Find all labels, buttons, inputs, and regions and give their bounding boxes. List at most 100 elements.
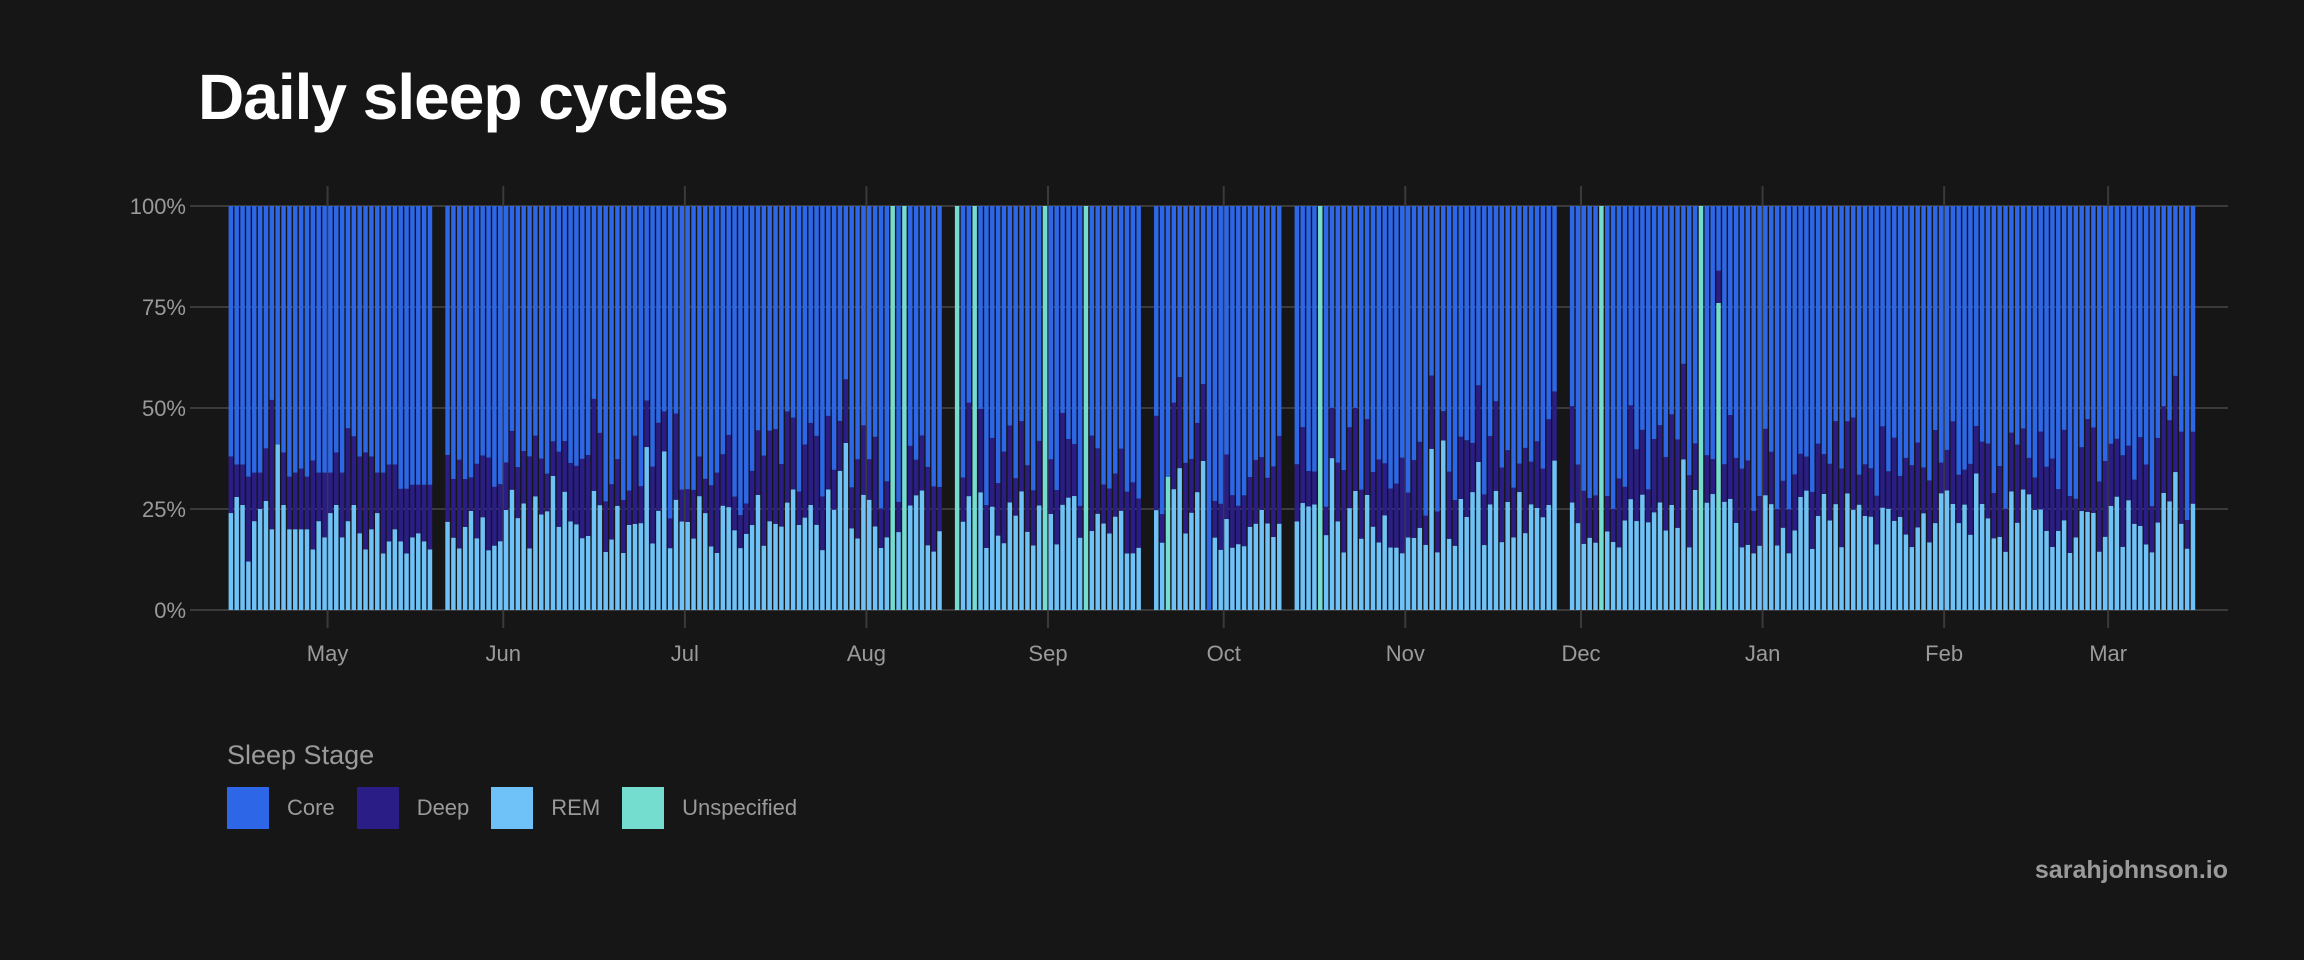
bar-segment-core	[790, 206, 796, 418]
bar-segment-rem	[1833, 504, 1838, 610]
bar-segment-deep	[1113, 473, 1118, 517]
bar-segment-rem	[937, 531, 942, 610]
bar-segment-core	[1411, 206, 1417, 461]
day-bar	[1048, 206, 1054, 610]
bar-segment-rem	[1985, 518, 1991, 610]
bar-segment-core	[1716, 206, 1721, 271]
bar-segment-deep	[1329, 407, 1335, 459]
bar-segment-rem	[515, 518, 521, 610]
day-bar	[1429, 206, 1434, 610]
bar-segment-deep	[1810, 491, 1815, 550]
day-bar	[1810, 206, 1815, 610]
bar-segment-rem	[498, 541, 503, 610]
day-bar	[2143, 206, 2149, 610]
day-bar	[1915, 206, 1920, 610]
bar-segment-rem	[1868, 516, 1874, 610]
bar-segment-rem	[2091, 512, 2096, 610]
bar-segment-rem	[533, 496, 538, 610]
bar-segment-rem	[820, 550, 825, 610]
bar-segment-core	[884, 206, 890, 482]
bar-segment-deep	[1364, 419, 1370, 495]
day-bar	[597, 206, 603, 610]
day-bar	[1025, 206, 1030, 610]
day-bar	[240, 206, 245, 610]
bar-segment-core	[1616, 206, 1622, 479]
bar-segment-core	[1347, 206, 1352, 428]
legend-item-core[interactable]: Core	[227, 787, 335, 829]
bar-segment-rem	[638, 523, 644, 610]
day-bar	[1605, 206, 1610, 610]
bar-segment-core	[603, 206, 608, 502]
bar-segment-rem	[1493, 490, 1499, 610]
bar-segment-deep	[404, 488, 409, 554]
bar-segment-deep	[1839, 468, 1844, 548]
bar-segment-deep	[2003, 508, 2008, 552]
bar-segment-core	[2143, 206, 2149, 465]
bar-segment-core	[1528, 206, 1534, 462]
x-tick-label: Aug	[847, 641, 886, 666]
bar-segment-deep	[597, 432, 603, 506]
bar-segment-core	[339, 206, 345, 473]
bar-segment-rem	[1845, 493, 1850, 610]
bar-segment-rem	[1405, 537, 1411, 610]
bar-segment-rem	[1159, 542, 1165, 610]
bar-segment-rem	[1593, 542, 1598, 610]
day-bar	[1657, 206, 1663, 610]
legend-item-deep[interactable]: Deep	[356, 787, 469, 829]
day-bar	[351, 206, 357, 610]
bar-segment-core	[1499, 206, 1505, 468]
bar-segment-core	[1868, 206, 1874, 469]
day-bar	[878, 206, 884, 610]
bar-segment-unspecified	[1318, 206, 1323, 610]
day-bar	[293, 206, 298, 610]
bar-segment-rem	[263, 500, 269, 610]
bar-segment-core	[585, 206, 591, 456]
bar-segment-rem	[234, 496, 239, 610]
bar-segment-core	[644, 206, 649, 401]
bar-segment-rem	[269, 529, 275, 610]
day-bar	[1101, 206, 1106, 610]
bar-segment-deep	[1774, 509, 1780, 546]
legend-label-unspecified: Unspecified	[682, 795, 798, 820]
bar-segment-deep	[345, 428, 351, 522]
bar-segment-deep	[861, 425, 866, 495]
bar-segment-core	[1171, 206, 1177, 403]
bar-segment-core	[1253, 206, 1259, 460]
bar-segment-rem	[1956, 523, 1961, 610]
bar-segment-deep	[673, 413, 679, 500]
bar-segment-core	[1845, 206, 1850, 422]
bar-segment-core	[1921, 206, 1926, 468]
legend-item-unspecified[interactable]: Unspecified	[622, 787, 797, 829]
bar-segment-rem	[1089, 531, 1095, 610]
bar-segment-core	[761, 206, 767, 456]
bar-segment-core	[1505, 206, 1510, 451]
bar-segment-rem	[293, 529, 298, 610]
bar-segment-deep	[1253, 459, 1259, 524]
bar-segment-rem	[609, 539, 614, 610]
day-bar	[1804, 206, 1809, 610]
bar-segment-rem	[585, 535, 591, 610]
bar-segment-deep	[767, 430, 772, 522]
bar-segment-rem	[1687, 547, 1692, 610]
day-bar	[1856, 206, 1862, 610]
bar-segment-rem	[1927, 542, 1932, 610]
bar-segment-core	[1540, 206, 1546, 469]
bar-segment-core	[1189, 206, 1194, 459]
bar-segment-rem	[1827, 520, 1833, 610]
bar-segment-deep	[234, 464, 239, 497]
bar-segment-core	[1757, 206, 1762, 497]
bar-segment-deep	[339, 472, 345, 538]
bar-segment-deep	[2097, 481, 2102, 552]
bar-segment-deep	[1159, 514, 1165, 543]
bar-segment-deep	[1347, 427, 1352, 509]
legend-item-rem[interactable]: REM	[491, 787, 600, 829]
bar-segment-rem	[392, 529, 398, 610]
bar-segment-rem	[1370, 526, 1376, 610]
bar-segment-deep	[1938, 462, 1944, 494]
bar-segment-deep	[1733, 457, 1739, 523]
day-bar	[1031, 206, 1036, 610]
bar-segment-core	[1212, 206, 1218, 501]
bar-segment-core	[1370, 206, 1376, 473]
bar-segment-rem	[345, 521, 351, 610]
bar-segment-deep	[1230, 495, 1235, 548]
